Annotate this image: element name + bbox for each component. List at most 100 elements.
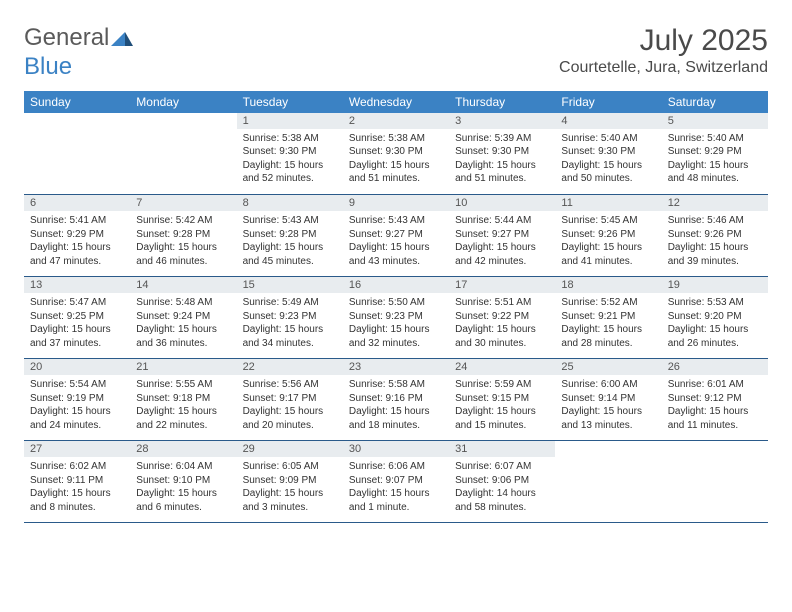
day-number: 11 — [555, 195, 661, 211]
title-block: July 2025 Courtetelle, Jura, Switzerland — [559, 24, 768, 77]
day-number: 14 — [130, 277, 236, 293]
weekday-header: Saturday — [662, 91, 768, 113]
day-number: 8 — [237, 195, 343, 211]
day-details: Sunrise: 6:06 AMSunset: 9:07 PMDaylight:… — [343, 457, 449, 520]
calendar-cell: 8Sunrise: 5:43 AMSunset: 9:28 PMDaylight… — [237, 195, 343, 277]
day-number: 29 — [237, 441, 343, 457]
day-details: Sunrise: 5:38 AMSunset: 9:30 PMDaylight:… — [237, 129, 343, 192]
calendar-cell: 14Sunrise: 5:48 AMSunset: 9:24 PMDayligh… — [130, 277, 236, 359]
day-number: 3 — [449, 113, 555, 129]
calendar-cell: 12Sunrise: 5:46 AMSunset: 9:26 PMDayligh… — [662, 195, 768, 277]
day-details: Sunrise: 5:40 AMSunset: 9:29 PMDaylight:… — [662, 129, 768, 192]
calendar-cell: .. — [662, 441, 768, 523]
calendar-cell: 11Sunrise: 5:45 AMSunset: 9:26 PMDayligh… — [555, 195, 661, 277]
weekday-header: Monday — [130, 91, 236, 113]
day-details: Sunrise: 5:59 AMSunset: 9:15 PMDaylight:… — [449, 375, 555, 438]
calendar-table: SundayMondayTuesdayWednesdayThursdayFrid… — [24, 91, 768, 524]
day-details: Sunrise: 5:56 AMSunset: 9:17 PMDaylight:… — [237, 375, 343, 438]
weekday-header: Tuesday — [237, 91, 343, 113]
day-details: Sunrise: 5:47 AMSunset: 9:25 PMDaylight:… — [24, 293, 130, 356]
calendar-row: 13Sunrise: 5:47 AMSunset: 9:25 PMDayligh… — [24, 277, 768, 359]
day-details: Sunrise: 5:55 AMSunset: 9:18 PMDaylight:… — [130, 375, 236, 438]
weekday-header: Sunday — [24, 91, 130, 113]
calendar-page: GeneralBlue July 2025 Courtetelle, Jura,… — [0, 0, 792, 523]
calendar-cell: 9Sunrise: 5:43 AMSunset: 9:27 PMDaylight… — [343, 195, 449, 277]
calendar-cell: .. — [130, 113, 236, 195]
day-details: Sunrise: 5:45 AMSunset: 9:26 PMDaylight:… — [555, 211, 661, 274]
month-title: July 2025 — [559, 24, 768, 57]
header: GeneralBlue July 2025 Courtetelle, Jura,… — [24, 24, 768, 81]
day-details: Sunrise: 6:02 AMSunset: 9:11 PMDaylight:… — [24, 457, 130, 520]
calendar-cell: 21Sunrise: 5:55 AMSunset: 9:18 PMDayligh… — [130, 359, 236, 441]
calendar-cell: .. — [555, 441, 661, 523]
day-details: Sunrise: 5:51 AMSunset: 9:22 PMDaylight:… — [449, 293, 555, 356]
day-details: Sunrise: 5:43 AMSunset: 9:28 PMDaylight:… — [237, 211, 343, 274]
day-number: 26 — [662, 359, 768, 375]
brand-logo: GeneralBlue — [24, 24, 133, 81]
calendar-row: 27Sunrise: 6:02 AMSunset: 9:11 PMDayligh… — [24, 441, 768, 523]
day-number: 27 — [24, 441, 130, 457]
day-details: Sunrise: 6:01 AMSunset: 9:12 PMDaylight:… — [662, 375, 768, 438]
weekday-header: Thursday — [449, 91, 555, 113]
day-number: 7 — [130, 195, 236, 211]
calendar-row: ....1Sunrise: 5:38 AMSunset: 9:30 PMDayl… — [24, 113, 768, 195]
day-details: Sunrise: 6:04 AMSunset: 9:10 PMDaylight:… — [130, 457, 236, 520]
calendar-cell: 10Sunrise: 5:44 AMSunset: 9:27 PMDayligh… — [449, 195, 555, 277]
day-number: 19 — [662, 277, 768, 293]
logo-triangle-icon — [111, 25, 133, 53]
day-details: Sunrise: 5:58 AMSunset: 9:16 PMDaylight:… — [343, 375, 449, 438]
day-number: 16 — [343, 277, 449, 293]
calendar-header-row: SundayMondayTuesdayWednesdayThursdayFrid… — [24, 91, 768, 113]
calendar-cell: 3Sunrise: 5:39 AMSunset: 9:30 PMDaylight… — [449, 113, 555, 195]
day-details: Sunrise: 5:38 AMSunset: 9:30 PMDaylight:… — [343, 129, 449, 192]
day-number: 25 — [555, 359, 661, 375]
day-details: Sunrise: 5:50 AMSunset: 9:23 PMDaylight:… — [343, 293, 449, 356]
calendar-cell: 27Sunrise: 6:02 AMSunset: 9:11 PMDayligh… — [24, 441, 130, 523]
day-number: 5 — [662, 113, 768, 129]
day-details: Sunrise: 6:05 AMSunset: 9:09 PMDaylight:… — [237, 457, 343, 520]
day-number: 24 — [449, 359, 555, 375]
calendar-cell: 30Sunrise: 6:06 AMSunset: 9:07 PMDayligh… — [343, 441, 449, 523]
calendar-cell: 7Sunrise: 5:42 AMSunset: 9:28 PMDaylight… — [130, 195, 236, 277]
day-number: 10 — [449, 195, 555, 211]
day-number: 30 — [343, 441, 449, 457]
brand-part2: Blue — [24, 53, 72, 80]
day-number: 1 — [237, 113, 343, 129]
day-number: 15 — [237, 277, 343, 293]
day-details: Sunrise: 5:46 AMSunset: 9:26 PMDaylight:… — [662, 211, 768, 274]
calendar-cell: 25Sunrise: 6:00 AMSunset: 9:14 PMDayligh… — [555, 359, 661, 441]
calendar-cell: .. — [24, 113, 130, 195]
day-number: 12 — [662, 195, 768, 211]
day-number: 17 — [449, 277, 555, 293]
day-details: Sunrise: 6:07 AMSunset: 9:06 PMDaylight:… — [449, 457, 555, 520]
day-details: Sunrise: 5:42 AMSunset: 9:28 PMDaylight:… — [130, 211, 236, 274]
calendar-cell: 5Sunrise: 5:40 AMSunset: 9:29 PMDaylight… — [662, 113, 768, 195]
calendar-cell: 22Sunrise: 5:56 AMSunset: 9:17 PMDayligh… — [237, 359, 343, 441]
day-number: 9 — [343, 195, 449, 211]
calendar-cell: 13Sunrise: 5:47 AMSunset: 9:25 PMDayligh… — [24, 277, 130, 359]
day-number: 13 — [24, 277, 130, 293]
calendar-cell: 19Sunrise: 5:53 AMSunset: 9:20 PMDayligh… — [662, 277, 768, 359]
day-details: Sunrise: 5:39 AMSunset: 9:30 PMDaylight:… — [449, 129, 555, 192]
day-number: 18 — [555, 277, 661, 293]
day-details: Sunrise: 5:54 AMSunset: 9:19 PMDaylight:… — [24, 375, 130, 438]
day-details: Sunrise: 5:48 AMSunset: 9:24 PMDaylight:… — [130, 293, 236, 356]
day-number: 21 — [130, 359, 236, 375]
calendar-row: 6Sunrise: 5:41 AMSunset: 9:29 PMDaylight… — [24, 195, 768, 277]
calendar-cell: 20Sunrise: 5:54 AMSunset: 9:19 PMDayligh… — [24, 359, 130, 441]
calendar-cell: 29Sunrise: 6:05 AMSunset: 9:09 PMDayligh… — [237, 441, 343, 523]
day-details: Sunrise: 5:40 AMSunset: 9:30 PMDaylight:… — [555, 129, 661, 192]
calendar-cell: 28Sunrise: 6:04 AMSunset: 9:10 PMDayligh… — [130, 441, 236, 523]
day-details: Sunrise: 5:52 AMSunset: 9:21 PMDaylight:… — [555, 293, 661, 356]
calendar-cell: 23Sunrise: 5:58 AMSunset: 9:16 PMDayligh… — [343, 359, 449, 441]
brand-part1: General — [24, 24, 109, 51]
calendar-row: 20Sunrise: 5:54 AMSunset: 9:19 PMDayligh… — [24, 359, 768, 441]
day-number: 22 — [237, 359, 343, 375]
calendar-cell: 31Sunrise: 6:07 AMSunset: 9:06 PMDayligh… — [449, 441, 555, 523]
day-number: 2 — [343, 113, 449, 129]
calendar-cell: 1Sunrise: 5:38 AMSunset: 9:30 PMDaylight… — [237, 113, 343, 195]
calendar-cell: 15Sunrise: 5:49 AMSunset: 9:23 PMDayligh… — [237, 277, 343, 359]
weekday-header: Friday — [555, 91, 661, 113]
day-details: Sunrise: 5:44 AMSunset: 9:27 PMDaylight:… — [449, 211, 555, 274]
calendar-cell: 2Sunrise: 5:38 AMSunset: 9:30 PMDaylight… — [343, 113, 449, 195]
